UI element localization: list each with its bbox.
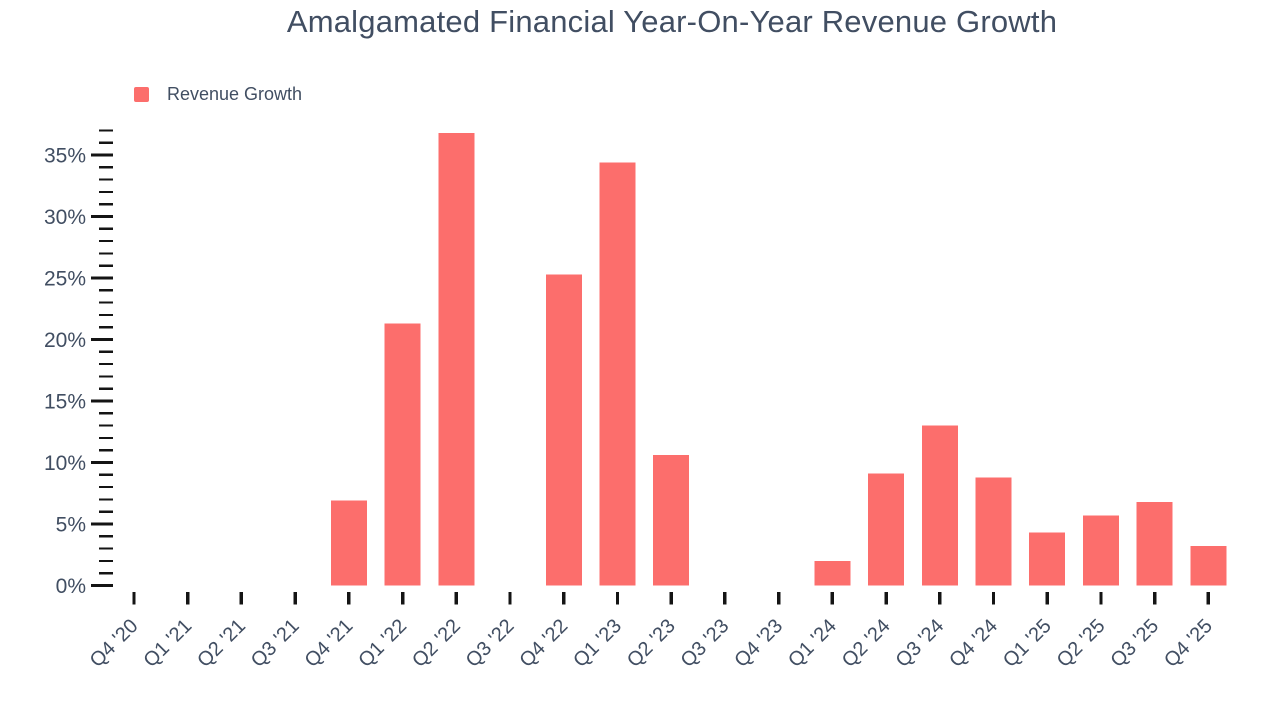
- x-axis-label: Q3 '23: [677, 615, 734, 672]
- x-axis-label: Q2 '23: [623, 615, 680, 672]
- x-axis-label: Q3 '22: [462, 615, 519, 672]
- x-axis-label: Q4 '25: [1160, 615, 1217, 672]
- bar-q2-24: [868, 473, 905, 586]
- x-axis-label: Q2 '24: [838, 615, 895, 672]
- y-axis-label: 25%: [44, 268, 86, 291]
- chart-title: Amalgamated Financial Year-On-Year Reven…: [286, 4, 1058, 39]
- y-axis-label: 30%: [44, 206, 86, 229]
- bar-q2-22: [438, 132, 475, 586]
- x-axis-label: Q4 '20: [86, 615, 143, 672]
- x-axis-label: Q1 '21: [139, 615, 196, 672]
- bar-q4-21: [330, 500, 367, 586]
- bar-q4-24: [975, 477, 1012, 586]
- x-axis-label: Q4 '22: [516, 615, 573, 672]
- x-axis-label: Q4 '21: [301, 615, 358, 672]
- x-axis-label: Q1 '25: [999, 615, 1056, 672]
- x-axis-label: Q3 '21: [247, 615, 304, 672]
- x-axis-label: Q2 '25: [1053, 615, 1110, 672]
- bar-q1-25: [1029, 532, 1066, 586]
- x-axis-label: Q1 '24: [784, 615, 841, 672]
- bar-q4-25: [1190, 546, 1227, 586]
- y-axis-label: 10%: [44, 452, 86, 475]
- x-axis-label: Q2 '22: [408, 615, 465, 672]
- x-axis-label: Q2 '21: [193, 615, 250, 672]
- x-axis-label: Q4 '24: [945, 615, 1002, 672]
- bar-q1-24: [814, 560, 851, 586]
- y-axis-label: 20%: [44, 329, 86, 352]
- x-axis-label: Q1 '23: [569, 615, 626, 672]
- y-axis-label: 35%: [44, 145, 86, 168]
- y-axis-label: 15%: [44, 391, 86, 414]
- x-axis-label: Q4 '23: [730, 615, 787, 672]
- bar-q3-24: [921, 425, 958, 586]
- bar-q4-22: [545, 274, 582, 586]
- x-axis-label: Q3 '24: [892, 615, 949, 672]
- x-axis-label: Q1 '22: [354, 615, 411, 672]
- bar-q1-23: [599, 162, 636, 586]
- legend-swatch-icon: [134, 87, 149, 102]
- y-axis-label: 5%: [56, 514, 86, 537]
- bar-q2-23: [653, 455, 690, 586]
- legend: Revenue Growth: [134, 84, 302, 105]
- bar-q3-25: [1136, 501, 1173, 586]
- bar-q1-22: [384, 323, 421, 586]
- legend-label: Revenue Growth: [167, 84, 303, 104]
- y-axis-label: 0%: [56, 575, 86, 598]
- bar-q2-25: [1082, 515, 1119, 586]
- x-axis-label: Q3 '25: [1106, 615, 1163, 672]
